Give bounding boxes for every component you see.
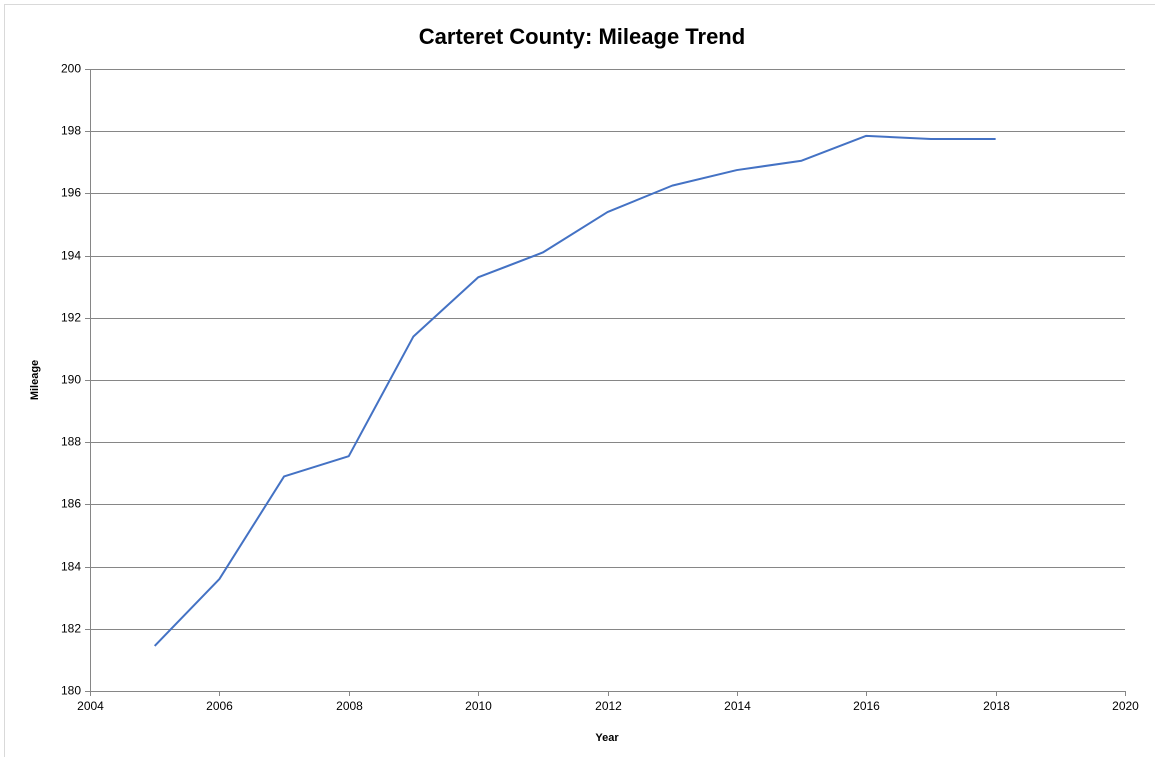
y-tick-label: 196: [61, 186, 81, 200]
x-tick-label: 2018: [983, 699, 1010, 713]
x-tick-label: 2006: [206, 699, 233, 713]
y-tick-label: 192: [61, 311, 81, 325]
y-tick-label: 200: [61, 62, 81, 76]
y-tick-label: 188: [61, 435, 81, 449]
x-axis-title: Year: [595, 732, 619, 744]
y-tick-label: 198: [61, 124, 81, 138]
x-tick-label: 2020: [1112, 699, 1139, 713]
x-tick-label: 2008: [336, 699, 363, 713]
y-tick-label: 194: [61, 249, 81, 263]
x-tick-label: 2012: [595, 699, 622, 713]
y-tick-label: 184: [61, 560, 81, 574]
x-tick-label: 2004: [77, 699, 104, 713]
y-tick-label: 182: [61, 622, 81, 636]
data-line: [153, 134, 996, 647]
x-tick-label: 2010: [465, 699, 492, 713]
y-tick-label: 190: [61, 373, 81, 387]
y-tick-label: 186: [61, 497, 81, 511]
y-axis-title: Mileage: [29, 360, 41, 400]
chart-border: [4, 4, 1155, 757]
x-tick-label: 2014: [724, 699, 751, 713]
chart-title: Carteret County: Mileage Trend: [419, 24, 745, 49]
x-tick-label: 2016: [853, 699, 880, 713]
y-tick-label: 180: [61, 684, 81, 698]
